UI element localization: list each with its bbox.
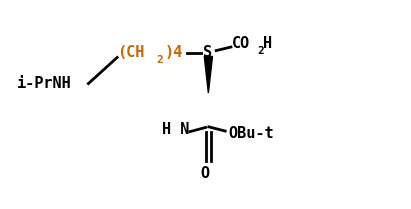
Text: OBu-t: OBu-t	[228, 126, 274, 141]
Text: (CH: (CH	[117, 45, 145, 60]
Text: CO: CO	[232, 36, 250, 51]
Text: H N: H N	[162, 122, 190, 137]
Text: S: S	[203, 45, 212, 60]
Text: 2: 2	[156, 55, 163, 65]
Text: i-PrNH: i-PrNH	[16, 76, 71, 91]
Text: H: H	[263, 36, 272, 51]
Text: )4: )4	[164, 45, 182, 60]
Text: 2: 2	[257, 46, 263, 56]
Polygon shape	[204, 56, 212, 93]
Text: O: O	[200, 166, 209, 181]
